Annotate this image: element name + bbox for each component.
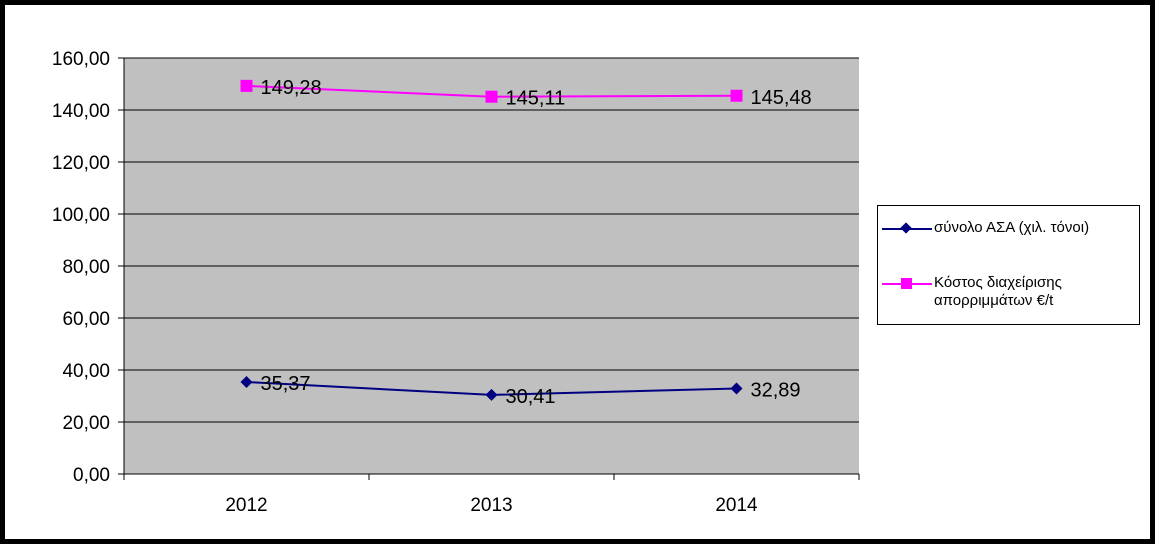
legend-item-series-1: σύνολο ΑΣΑ (χιλ. τόνοι) [882, 219, 1137, 237]
x-tick-label: 2014 [715, 495, 758, 516]
y-tick-label: 0,00 [73, 465, 110, 486]
data-label: 35,37 [261, 373, 311, 395]
series-1-marker [485, 388, 498, 401]
data-labels: 35,37 30,41 32,89 149,28 145,11 145,48 [261, 77, 812, 408]
data-label: 30,41 [506, 386, 556, 408]
series-2-marker [240, 79, 253, 92]
y-tick-label: 140,00 [52, 101, 110, 122]
legend-item-series-2: Κόστος διαχείρισης απορριμμάτων €/t [882, 274, 1137, 310]
y-tick-label: 60,00 [62, 309, 110, 330]
axes: 0,00 20,00 40,00 60,00 80,00 100,00 120,00 140,… [52, 49, 860, 516]
data-label: 32,89 [751, 379, 801, 401]
series-1-marker [730, 382, 743, 395]
data-label: 149,28 [261, 77, 322, 99]
legend-swatch-series-1 [882, 219, 932, 237]
data-label: 145,11 [506, 88, 566, 110]
y-tick-label: 20,00 [62, 413, 110, 434]
series-2-marker [485, 90, 498, 103]
legend-label-series-2: Κόστος διαχείρισης απορριμμάτων €/t [934, 274, 1062, 309]
y-tick-label: 40,00 [62, 361, 110, 382]
series-2-marker [730, 89, 743, 102]
x-tick-label: 2012 [225, 495, 267, 516]
y-tick-label: 80,00 [62, 257, 110, 278]
gridlines [124, 57, 859, 423]
y-tick-label: 120,00 [52, 153, 110, 174]
legend-label-series-1: σύνολο ΑΣΑ (χιλ. τόνοι) [934, 219, 1090, 236]
y-tick-label: 100,00 [52, 205, 110, 226]
legend-swatch-series-2 [882, 274, 932, 292]
data-label: 145,48 [751, 87, 812, 109]
series [240, 79, 743, 401]
y-tick-label: 160,00 [52, 49, 110, 70]
series-1-marker [240, 376, 253, 389]
x-tick-label: 2013 [470, 495, 512, 516]
legend: σύνολο ΑΣΑ (χιλ. τόνοι) Κόστος διαχείρισ… [877, 205, 1140, 325]
